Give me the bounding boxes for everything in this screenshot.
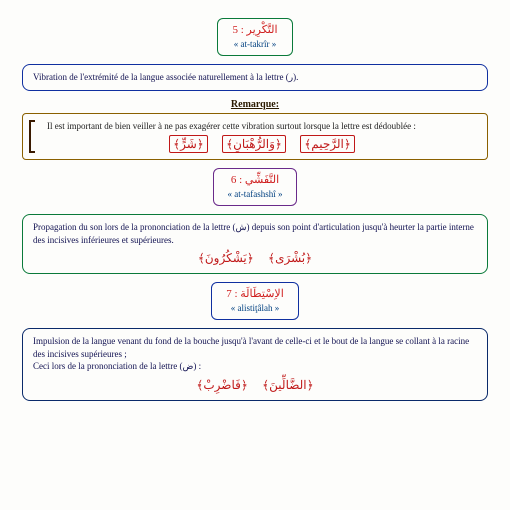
section7-title-ar: الاِسْتِطَالَة : 7 <box>226 287 284 302</box>
section7-definition: Impulsion de la langue venant du fond de… <box>22 328 488 401</box>
example-word: ﴿الرَّحِيمِ﴾ <box>300 135 355 153</box>
example-word: ﴿شَرٍّ﴾ <box>169 135 208 153</box>
section5-definition: Vibration de l'extrémité de la langue as… <box>22 64 488 91</box>
section5-title-lat: « at-takrîr » <box>232 38 277 51</box>
example-word: ﴿فَاضْرِبْ﴾ <box>196 378 248 392</box>
section6-title-box: التَّفَشِّي : 6 « at-tafashshî » <box>213 168 298 206</box>
section6-title-ar: التَّفَشِّي : 6 <box>228 173 283 188</box>
section7-def-text-a: Impulsion de la langue venant du fond de… <box>33 335 477 360</box>
section6-definition: Propagation du son lors de la prononciat… <box>22 214 488 274</box>
remarque-box: Il est important de bien veiller à ne pa… <box>22 113 488 160</box>
remarque-text: Il est important de bien veiller à ne pa… <box>47 120 477 133</box>
example-word: ﴿وَالرُّهْبَانِ﴾ <box>222 135 286 153</box>
bracket-ornament <box>29 120 35 153</box>
section7-title-box: الاِسْتِطَالَة : 7 « alistiţâlah » <box>211 282 299 320</box>
section5-title-ar: التَّكْرِير : 5 <box>232 23 277 38</box>
section6-def-text: Propagation du son lors de la prononciat… <box>33 221 477 246</box>
section6-title-lat: « at-tafashshî » <box>228 188 283 201</box>
section5-examples: ﴿الرَّحِيمِ﴾ ﴿وَالرُّهْبَانِ﴾ ﴿شَرٍّ﴾ <box>47 136 477 153</box>
example-word: ﴿الضَّالِّينَ﴾ <box>262 378 314 392</box>
section7-def-text-b: Ceci lors de la prononciation de la lett… <box>33 360 477 373</box>
section7-title-lat: « alistiţâlah » <box>226 302 284 315</box>
section6-examples: ﴿بُشْرَى﴾ ﴿يَشْكُرُونَ﴾ <box>33 250 477 267</box>
remarque-label: Remarque: <box>18 99 492 110</box>
section5-title-box: التَّكْرِير : 5 « at-takrîr » <box>217 18 292 56</box>
example-word: ﴿يَشْكُرُونَ﴾ <box>198 251 254 265</box>
example-word: ﴿بُشْرَى﴾ <box>268 251 312 265</box>
section7-examples: ﴿الضَّالِّينَ﴾ ﴿فَاضْرِبْ﴾ <box>33 377 477 394</box>
